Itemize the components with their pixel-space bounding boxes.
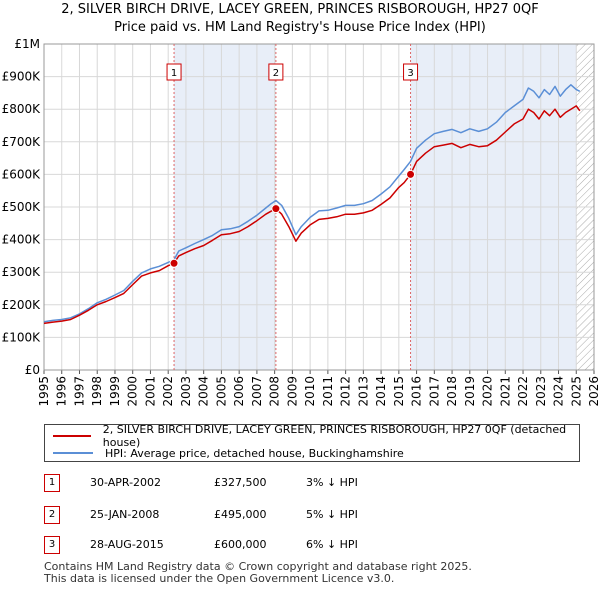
sale-marker-box (268, 63, 284, 81)
x-tick-label: 2025 (569, 376, 583, 407)
x-tick-label: 2019 (463, 376, 477, 407)
x-tick-label: 2014 (374, 376, 388, 407)
sale-point (271, 204, 281, 214)
y-tick-label: £300K (2, 265, 42, 279)
sale-number-badge: 1 (44, 474, 60, 492)
legend-item-hpi: HPI: Average price, detached house, Buck… (53, 445, 404, 461)
y-tick-label: £900K (2, 70, 42, 84)
sale-hpi-diff: 3% ↓ HPI (306, 476, 358, 489)
footer-license: This data is licensed under the Open Gov… (44, 572, 395, 585)
footer-copyright: Contains HM Land Registry data © Crown c… (44, 560, 472, 573)
x-tick-label: 1995 (37, 376, 51, 407)
sale-marker-label: 1 (171, 68, 177, 79)
x-tick-label: 2005 (214, 376, 228, 407)
sale-marker-box (166, 63, 182, 81)
legend-swatch-hpi (53, 452, 93, 454)
sale-hpi-diff: 5% ↓ HPI (306, 508, 358, 521)
x-tick-label: 2020 (481, 376, 495, 407)
x-tick-label: 2004 (197, 376, 211, 407)
legend-label-hpi: HPI: Average price, detached house, Buck… (105, 446, 404, 460)
hpi-line (43, 84, 581, 323)
x-tick-label: 2017 (427, 376, 441, 407)
sale-hpi-diff: 6% ↓ HPI (306, 538, 358, 551)
x-tick-label: 2011 (321, 376, 335, 407)
sale-point (406, 169, 416, 179)
legend-swatch-property (53, 435, 91, 437)
x-tick-label: 2001 (143, 376, 157, 407)
y-tick-label: £700K (2, 135, 42, 149)
sale-marker-label: 2 (273, 68, 279, 79)
y-tick-label: £100K (2, 330, 42, 344)
x-tick-label: 2023 (534, 376, 548, 407)
x-tick-label: 2016 (410, 376, 424, 407)
x-tick-label: 2008 (268, 376, 282, 407)
sale-price: £495,000 (214, 508, 267, 521)
sale-row: 1 30-APR-2002 £327,500 3% ↓ HPI (44, 474, 444, 494)
price-chart: £0 £100K £200K £300K £400K £500K £600K £700K £80… (2, 37, 600, 407)
x-tick-label: 2015 (392, 376, 406, 407)
sale-date: 28-AUG-2015 (90, 538, 164, 551)
y-tick-label: £600K (2, 167, 42, 181)
y-tick-label: £800K (2, 102, 42, 116)
x-tick-label: 2026 (587, 376, 600, 407)
x-tick-label: 2022 (516, 376, 530, 407)
sale-marker-label: 3 (407, 68, 413, 79)
y-tick-label: £1M (14, 37, 40, 51)
chart-legend: 2, SILVER BIRCH DRIVE, LACEY GREEN, PRIN… (44, 423, 580, 462)
x-tick-label: 1997 (72, 376, 86, 407)
x-tick-label: 2024 (552, 376, 566, 407)
x-tick-label: 2007 (250, 376, 264, 407)
property-price-line (43, 105, 581, 325)
legend-item-property: 2, SILVER BIRCH DRIVE, LACEY GREEN, PRIN… (53, 423, 579, 449)
x-tick-label: 1998 (90, 376, 104, 407)
x-tick-label: 2003 (179, 376, 193, 407)
sale-date: 30-APR-2002 (90, 476, 162, 489)
sale-price: £600,000 (214, 538, 267, 551)
x-tick-label: 2010 (303, 376, 317, 407)
sale-number-badge: 2 (44, 506, 60, 524)
sale-row: 2 25-JAN-2008 £495,000 5% ↓ HPI (44, 506, 444, 526)
sale-price: £327,500 (214, 476, 267, 489)
sale-date: 25-JAN-2008 (90, 508, 160, 521)
x-tick-label: 2021 (498, 376, 512, 407)
sale-marker-box (403, 63, 419, 81)
chart-subtitle: Price paid vs. HM Land Registry's House … (114, 20, 486, 35)
x-tick-label: 2000 (126, 376, 140, 407)
x-tick-label: 1999 (108, 376, 122, 407)
sale-point (169, 258, 179, 268)
x-tick-label: 2009 (285, 376, 299, 407)
y-tick-label: £200K (2, 298, 42, 312)
x-tick-label: 2002 (161, 376, 175, 407)
legend-label-property: 2, SILVER BIRCH DRIVE, LACEY GREEN, PRIN… (102, 423, 567, 449)
x-tick-label: 2018 (445, 376, 459, 407)
y-tick-label: £0 (25, 363, 40, 377)
chart-title: 2, SILVER BIRCH DRIVE, LACEY GREEN, PRIN… (61, 2, 539, 17)
y-tick-label: £500K (2, 200, 42, 214)
x-tick-label: 2012 (339, 376, 353, 407)
x-tick-label: 2013 (356, 376, 370, 407)
sale-row: 3 28-AUG-2015 £600,000 6% ↓ HPI (44, 536, 444, 556)
plot-border (43, 43, 595, 371)
sale-number-badge: 3 (44, 536, 60, 554)
y-tick-label: £400K (2, 233, 42, 247)
x-tick-label: 1996 (55, 376, 69, 407)
x-tick-label: 2006 (232, 376, 246, 407)
